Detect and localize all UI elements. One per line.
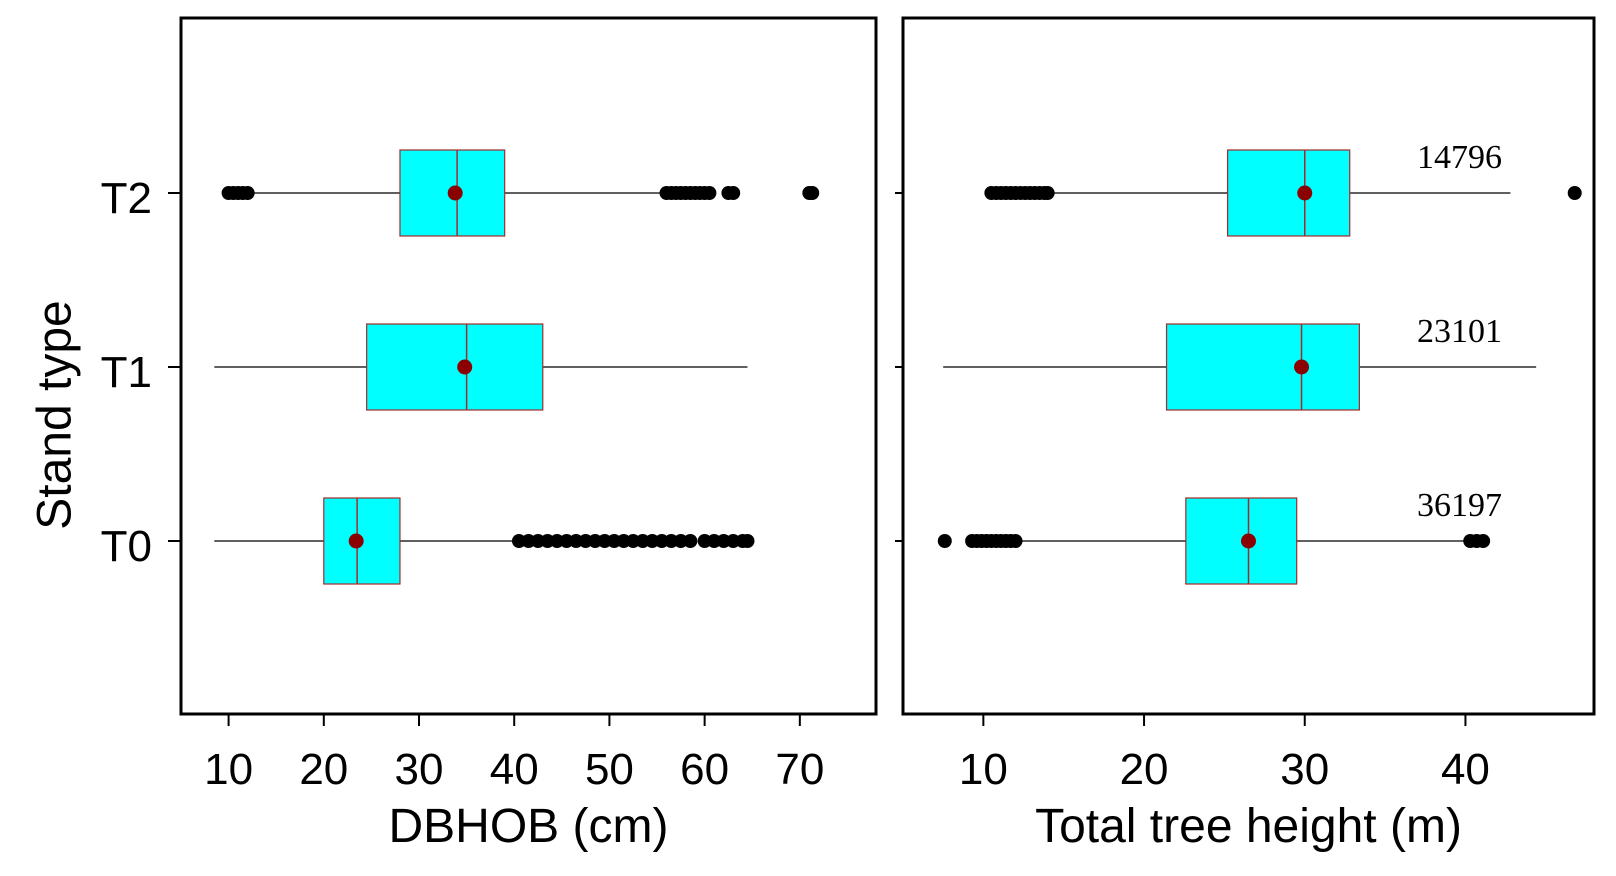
- outlier-point: [937, 534, 952, 548]
- mean-point: [1241, 533, 1256, 549]
- iqr-box: [1227, 149, 1351, 237]
- outlier-point: [1567, 186, 1582, 200]
- x-tick-label: 20: [1120, 745, 1169, 794]
- box-t0: [214, 497, 755, 585]
- sample-count-label: 14796: [1417, 139, 1502, 176]
- x-tick-label: 20: [299, 745, 348, 794]
- iqr-box: [366, 323, 544, 411]
- outlier-point: [240, 186, 255, 200]
- outlier-point: [740, 534, 755, 548]
- box-t1: [214, 323, 748, 411]
- outlier-point: [683, 534, 698, 548]
- x-tick-label: 50: [585, 745, 634, 794]
- outlier-point: [1476, 534, 1491, 548]
- box-t2: 14796: [984, 139, 1582, 237]
- iqr-box: [1165, 323, 1360, 411]
- height-panel: 10 20 30 40 Total tree height (m) 14796 23101 3…: [895, 16, 1596, 853]
- y-axis-title: Stand type: [29, 300, 82, 530]
- sample-count-label: 36197: [1417, 487, 1502, 524]
- x-tick-label: 10: [959, 745, 1008, 794]
- y-tick-label: T2: [101, 174, 152, 223]
- y-tick-label: T1: [101, 348, 152, 397]
- mean-point: [447, 185, 463, 201]
- x-tick-label: 70: [775, 745, 824, 794]
- dbhob-panel: 10 20 30 40 50 60 70 DBHOB (cm) T2 T1 T0: [101, 16, 878, 853]
- outlier-point: [805, 186, 820, 200]
- outlier-point: [1040, 186, 1055, 200]
- x-tick-label: 10: [204, 745, 253, 794]
- x-tick-label: 60: [680, 745, 729, 794]
- box-t1: 23101: [943, 313, 1537, 411]
- outlier-point: [1008, 534, 1023, 548]
- outlier-point: [702, 186, 717, 200]
- x-tick-label: 40: [490, 745, 539, 794]
- mean-point: [457, 359, 473, 375]
- x-axis-title: Total tree height (m): [1035, 800, 1462, 853]
- x-tick-label: 40: [1441, 745, 1490, 794]
- box-t0: 36197: [937, 487, 1502, 585]
- x-tick-label: 30: [1280, 745, 1329, 794]
- y-tick-label: T0: [101, 522, 152, 571]
- mean-point: [1297, 185, 1313, 201]
- sample-count-label: 23101: [1417, 313, 1502, 350]
- mean-point: [348, 533, 364, 549]
- x-tick-label: 30: [395, 745, 444, 794]
- outlier-point: [726, 186, 741, 200]
- x-axis-title: DBHOB (cm): [389, 800, 669, 853]
- box-t2: [221, 149, 820, 237]
- mean-point: [1294, 359, 1310, 375]
